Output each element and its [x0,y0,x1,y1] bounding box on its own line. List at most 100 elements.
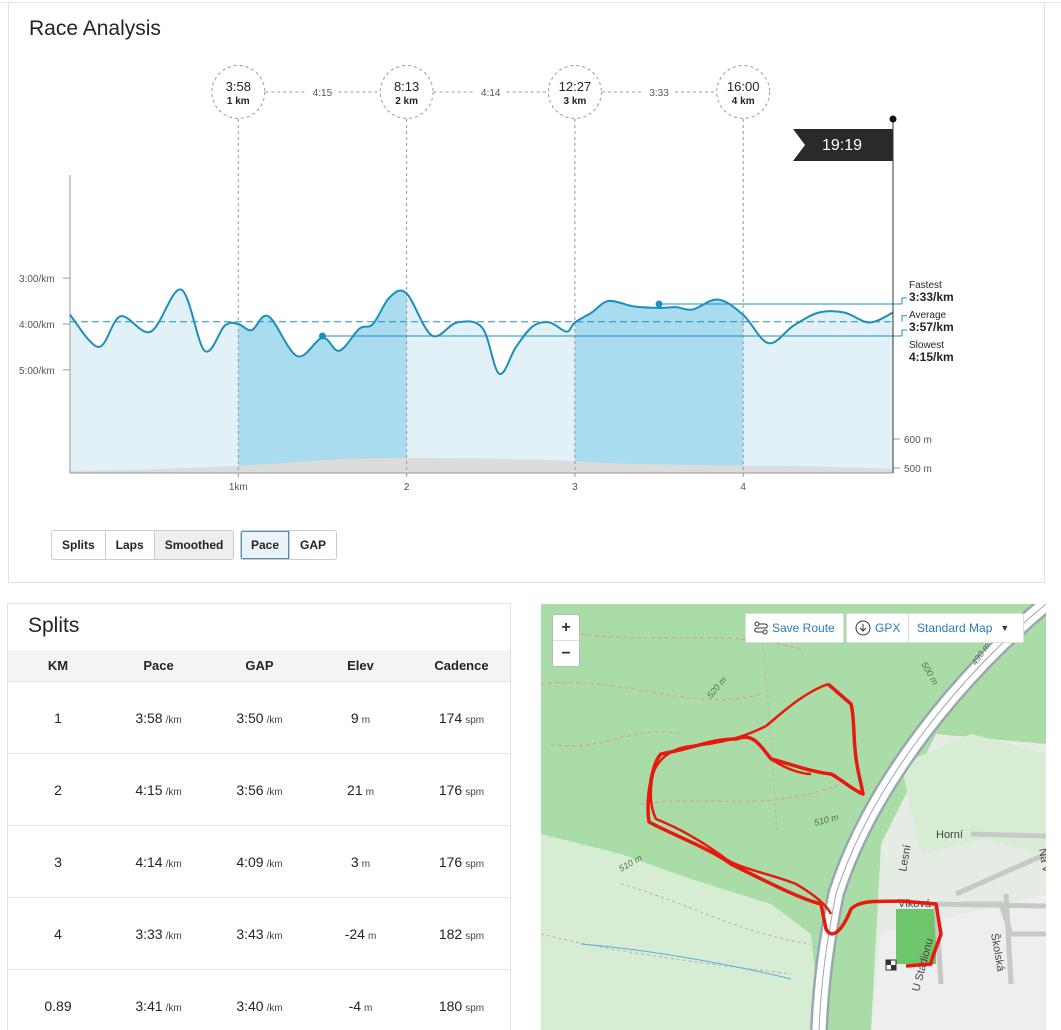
route-map[interactable]: 520 m 500 m 490 m 510 m 510 m Horní Lesn… [541,604,1046,1030]
split-elev-cell-value: 21 [347,782,363,798]
x-tick-label: 2 [404,482,410,493]
pace-tick-label: 3:00/km [19,274,55,285]
split-cadence-cell-unit: spm [465,1003,485,1014]
splits-header-row: KM Pace GAP Elev Cadence [8,650,510,682]
splits-toggle-button[interactable]: Splits [62,538,95,552]
split-elev-cell: 21 m [310,782,411,798]
split-cadence-cell-unit: spm [465,859,485,870]
table-row[interactable]: 0.89 3:41/km 3:40/km -4 m 180 spm [8,970,510,1030]
grass-area [901,734,1046,854]
map-type-select[interactable]: Standard Map ▼ [908,613,1024,643]
split-cadence-cell-unit: spm [465,931,485,942]
save-route-button[interactable]: Save Route [745,613,844,643]
split-pace-cell-value: 3:33 [135,926,163,942]
svg-text:Horní: Horní [936,829,963,841]
split-km-cell-value: 0.89 [44,998,72,1014]
split-pace-cell-unit: /km [165,1003,182,1014]
elev-tick-label: 600 m [904,435,932,446]
split-pace-cell: 4:15/km [108,782,209,798]
split-cadence-cell: 182 spm [411,926,510,942]
split-cadence-cell: 176 spm [411,854,510,870]
split-cadence-cell-value: 180 [438,998,463,1014]
trails [541,633,842,805]
laps-toggle-button[interactable]: Laps [104,531,154,559]
map-type-label: Standard Map [917,621,993,635]
average-value: 3:57/km [909,320,954,334]
split-cadence-cell-value: 176 [438,782,463,798]
stadium-field [896,909,936,964]
split-gap-cell: 3:40/km [209,998,310,1014]
route-icon [754,621,768,635]
race-analysis-panel: Race Analysis 3:00/km 4:00/km 5:00/km 600 m… [8,3,1045,583]
svg-text:Lesní: Lesní [897,844,913,873]
split-km-cell: 0.89 [8,998,108,1014]
gap-toggle-button[interactable]: GAP [289,531,336,559]
split-km-cell: 3 [8,854,108,870]
split-gap-cell: 3:50/km [209,710,310,726]
split-cadence-cell-value: 182 [438,926,463,942]
split-elev-cell-value: -24 [344,926,365,942]
split-cadence-cell-value: 174 [438,710,463,726]
split-elev-cell-unit: m [365,787,374,798]
km-marker-time: 16:00 [727,79,760,94]
stat-bracket [901,329,907,336]
split-elev-cell-value: 9 [350,710,359,726]
zoom-out-button[interactable]: − [561,645,571,662]
split-pace-cell-unit: /km [165,859,182,870]
km-marker-circle [379,65,434,119]
split-pace-label: 3:33 [649,88,669,99]
split-gap-cell: 4:09/km [209,854,310,870]
table-row[interactable]: 2 4:15/km 3:56/km 21 m 176 spm [8,754,510,826]
zoom-in-button[interactable]: + [553,615,579,641]
km-marker-time: 3:58 [226,79,251,94]
finish-time: 19:19 [822,137,862,154]
gpx-button[interactable]: GPX [846,613,910,643]
split-gap-cell-value: 3:50 [236,710,264,726]
race-analysis-title: Race Analysis [29,17,161,40]
finish-dot [889,115,897,123]
split-pace-cell-value: 3:58 [135,710,163,726]
splits-title: Splits [28,614,80,637]
km-marker-distance: 4 km [732,96,755,107]
split-cadence-cell: 176 spm [411,782,510,798]
km-marker-distance: 3 km [564,96,587,107]
slowest-dot [318,332,326,340]
split-elev-cell-value: 3 [350,854,359,870]
smoothed-toggle-button[interactable]: Smoothed [153,531,234,559]
column-header-cadence: Cadence [434,658,489,673]
finish-flag [793,129,893,161]
splits-panel: Splits KM Pace GAP Elev Cadence 1 3:58/km… [7,603,511,1030]
split-elev-cell-unit: m [361,715,371,726]
split-pace-cell-unit: /km [165,715,182,726]
column-header-elev: Elev [347,658,374,673]
column-header-km: KM [47,658,69,673]
split-gap-cell-unit: /km [266,859,283,870]
metric-toggle-group: Pace GAP [240,530,338,560]
pace-chart[interactable]: 3:00/km 4:00/km 5:00/km 600 m 500 m 1km 2 3 4 3:5… [9,3,1046,583]
split-pace-cell: 3:33/km [108,926,209,942]
split-elev-cell: -4 m [310,998,411,1014]
average-label: Average [909,310,947,321]
table-row[interactable]: 1 3:58/km 3:50/km 9 m 174 spm [8,682,510,754]
stat-bracket [901,315,907,322]
split-elev-cell-unit: m [364,1003,373,1014]
split-elev-cell-unit: m [367,931,377,942]
split-km-cell: 1 [8,710,108,726]
caret-down-icon: ▼ [1000,623,1010,633]
split-gap-cell: 3:56/km [209,782,310,798]
split-km-cell-value: 2 [54,782,62,798]
split-pace-cell: 3:58/km [108,710,209,726]
svg-text:Na V: Na V [1036,847,1046,874]
pace-toggle-button[interactable]: Pace [241,531,290,559]
split-gap-cell-value: 4:09 [236,854,264,870]
split-gap-cell-unit: /km [266,787,283,798]
km-marker-time: 8:13 [394,79,419,94]
split-gap-cell-value: 3:40 [236,998,264,1014]
table-row[interactable]: 4 3:33/km 3:43/km -24 m 182 spm [8,898,510,970]
map-canvas[interactable]: 520 m 500 m 490 m 510 m 510 m Horní Lesn… [541,604,1046,1030]
table-row[interactable]: 3 4:14/km 4:09/km 3 m 176 spm [8,826,510,898]
split-elev-cell-unit: m [361,859,371,870]
split-pace-cell-value: 4:15 [135,782,163,798]
km-marker-circle [547,65,602,119]
